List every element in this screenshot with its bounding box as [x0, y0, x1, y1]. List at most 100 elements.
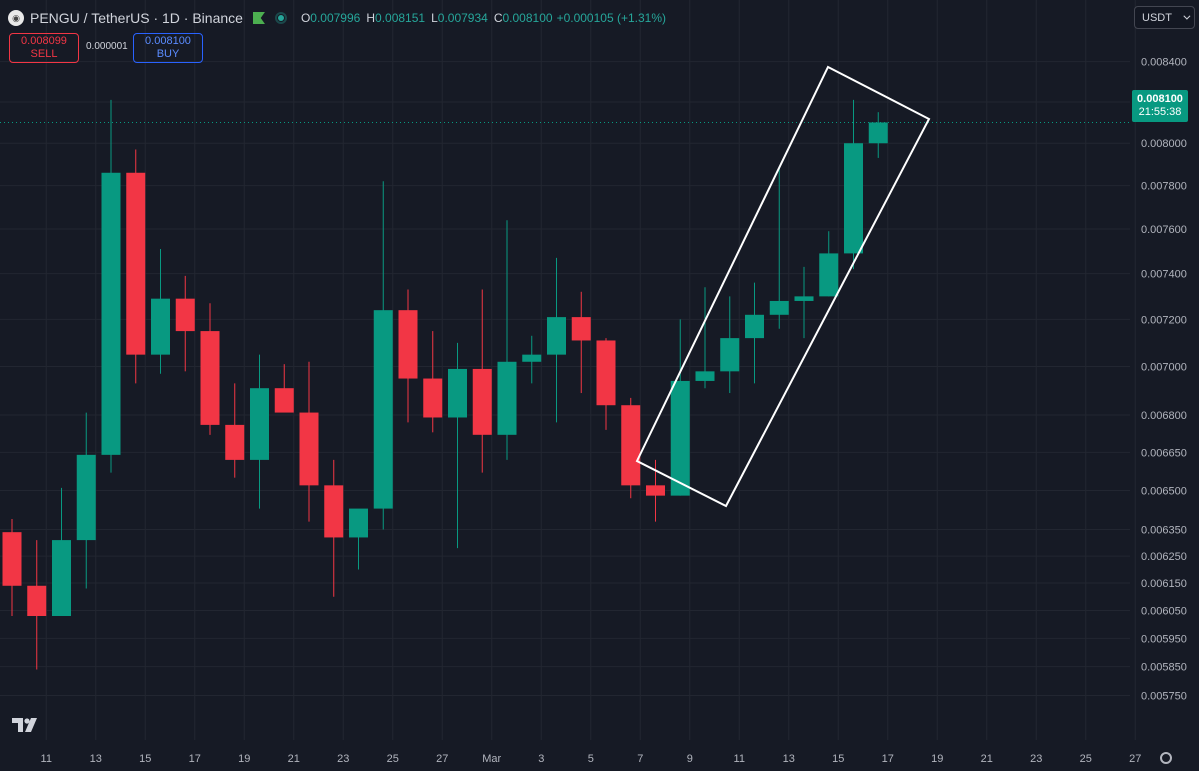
x-tick-label: 15 — [832, 753, 844, 765]
y-tick-label: 0.007600 — [1141, 224, 1187, 236]
candle-body — [745, 314, 764, 339]
x-tick-label: 7 — [637, 753, 643, 765]
chevron-down-icon — [1183, 12, 1191, 20]
candle-body — [324, 485, 344, 538]
y-tick-label: 0.006350 — [1141, 525, 1187, 537]
candle-body — [472, 368, 492, 435]
ohlc-readout: O 0.007996 H 0.008151 L 0.007934 C 0.008100 … — [295, 11, 666, 25]
close-value: 0.008100 — [502, 11, 553, 25]
candle — [250, 354, 269, 509]
time-axis: 11 13 15 17 19 21 23 25 27 Mar 3 5 7 9 11 13 15 17 19 21 23 2… — [41, 753, 1142, 765]
candle-body — [126, 172, 146, 355]
candle-body — [522, 354, 542, 362]
x-tick-label: 11 — [41, 753, 52, 765]
candle-body — [373, 310, 393, 509]
y-tick-label: 0.008000 — [1141, 138, 1187, 150]
x-tick-label: 5 — [588, 753, 594, 765]
candle-body — [497, 361, 517, 435]
x-tick-label: Mar — [482, 753, 501, 765]
sell-price: 0.008099 — [21, 35, 67, 47]
candle — [646, 459, 665, 522]
candle — [522, 335, 542, 384]
price-axis: 0.005750 0.005850 0.005950 0.006050 0.006150… — [1141, 57, 1187, 703]
y-tick-label: 0.006250 — [1141, 551, 1187, 563]
candle-body — [250, 388, 269, 460]
chart-grid — [0, 0, 1136, 740]
change-value: +0.000105 (+1.31%) — [556, 11, 666, 25]
candle — [274, 364, 294, 413]
candle — [745, 282, 764, 384]
candle-body — [868, 122, 888, 144]
gear-icon[interactable] — [1160, 752, 1172, 764]
high-value: 0.008151 — [375, 11, 426, 25]
candle-body — [52, 540, 71, 617]
candle-body — [225, 424, 245, 460]
flag-icon[interactable] — [252, 12, 265, 24]
x-tick-label: 25 — [1080, 753, 1092, 765]
y-tick-label: 0.007000 — [1141, 362, 1187, 374]
candle — [76, 412, 96, 589]
last-price-tag: 0.008100 21:55:38 — [1132, 90, 1188, 122]
x-tick-label: 21 — [288, 753, 300, 765]
high-label: H — [366, 11, 376, 25]
candle-body — [151, 298, 170, 355]
x-tick-label: 19 — [238, 753, 250, 765]
y-tick-label: 0.007400 — [1141, 269, 1187, 281]
candle-body — [27, 585, 47, 617]
candle — [373, 181, 393, 530]
candle — [52, 487, 71, 617]
candle-body — [2, 532, 22, 586]
candle — [175, 275, 195, 372]
candle — [151, 248, 170, 374]
candle-body — [646, 485, 665, 496]
candle-body — [349, 508, 368, 538]
candle — [844, 99, 863, 270]
candle-body — [794, 296, 814, 301]
candle — [868, 112, 888, 158]
buy-button[interactable]: 0.008100 BUY — [133, 33, 203, 63]
market-status-icon[interactable] — [274, 12, 287, 24]
currency-select[interactable]: USDT — [1134, 6, 1195, 29]
x-tick-label: 11 — [734, 753, 745, 765]
sell-label: SELL — [30, 48, 58, 60]
candle — [596, 338, 616, 430]
y-tick-label: 0.006500 — [1141, 485, 1187, 497]
symbol-title[interactable]: PENGU / TetherUS · 1D · Binance — [30, 10, 243, 26]
candle-body — [695, 371, 715, 381]
y-tick-label: 0.006650 — [1141, 447, 1187, 459]
candle — [472, 289, 492, 473]
tradingview-logo-icon[interactable] — [12, 716, 42, 734]
candle — [101, 99, 121, 473]
x-tick-label: 3 — [538, 753, 544, 765]
candle — [497, 220, 517, 460]
spread-value: 0.000001 — [86, 41, 128, 52]
penguin-icon: ◉ — [8, 10, 24, 26]
candle-body — [398, 310, 418, 379]
candle — [571, 291, 591, 394]
x-tick-label: 23 — [1030, 753, 1042, 765]
y-tick-label: 0.006800 — [1141, 410, 1187, 422]
candle-body — [621, 405, 641, 486]
low-label: L — [431, 11, 438, 25]
sell-button[interactable]: 0.008099 SELL — [9, 33, 79, 63]
candle-body — [596, 340, 616, 406]
candle — [769, 166, 789, 329]
candle — [299, 361, 319, 522]
open-label: O — [300, 11, 311, 25]
x-tick-label: 15 — [139, 753, 151, 765]
candle — [819, 231, 839, 297]
y-tick-label: 0.005950 — [1141, 633, 1187, 645]
currency-value: USDT — [1142, 11, 1172, 24]
candle-series — [2, 99, 888, 670]
candle-body — [175, 298, 195, 332]
x-tick-label: 9 — [687, 753, 693, 765]
candle-body — [299, 412, 319, 486]
candle-body — [274, 388, 294, 413]
candle — [547, 257, 566, 423]
y-tick-label: 0.006150 — [1141, 578, 1187, 590]
low-value: 0.007934 — [437, 11, 488, 25]
x-tick-label: 17 — [189, 753, 201, 765]
candle — [126, 149, 146, 384]
candle-body — [547, 317, 566, 355]
